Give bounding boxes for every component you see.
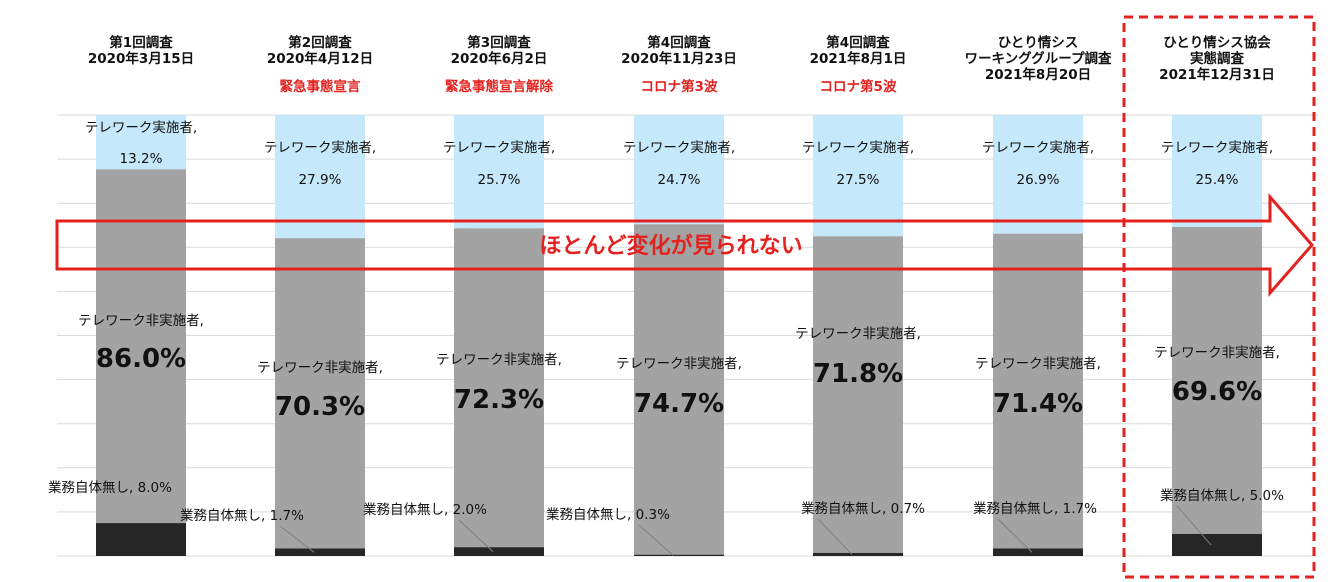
- leader-line: [997, 518, 1033, 553]
- event-label: コロナ第5波: [820, 78, 897, 95]
- label-implemented-prefix: テレワーク実施者,: [85, 120, 197, 136]
- label-implemented-value: 13.2%: [120, 151, 163, 167]
- bar-segment-no-work: [634, 554, 724, 556]
- bar-segment-telework-not-implemented: [634, 224, 724, 555]
- label-not-implemented-value: 86.0%: [96, 344, 186, 374]
- header-line: ひとり情シス: [998, 34, 1079, 51]
- label-not-implemented-prefix: テレワーク非実施者,: [257, 360, 383, 376]
- label-no-work: 業務自体無し, 0.3%: [546, 507, 670, 523]
- header-line: 2021年12月31日: [1159, 66, 1275, 83]
- bar-segment-no-work: [813, 552, 903, 556]
- label-implemented-prefix: テレワーク実施者,: [982, 140, 1094, 156]
- label-not-implemented-value: 72.3%: [454, 385, 544, 415]
- label-implemented-value: 26.9%: [1017, 172, 1060, 188]
- label-not-implemented-prefix: テレワーク非実施者,: [78, 313, 204, 329]
- event-label: 緊急事態宣言解除: [445, 78, 553, 95]
- label-no-work: 業務自体無し, 0.7%: [801, 501, 925, 517]
- label-implemented-prefix: テレワーク実施者,: [443, 140, 555, 156]
- header-line: 第3回調査: [467, 34, 531, 51]
- label-implemented-prefix: テレワーク実施者,: [802, 140, 914, 156]
- label-implemented-prefix: テレワーク実施者,: [623, 140, 735, 156]
- label-no-work: 業務自体無し, 2.0%: [363, 502, 487, 518]
- bar-segment-no-work: [275, 548, 365, 556]
- label-no-work: 業務自体無し, 1.7%: [973, 501, 1097, 517]
- label-no-work: 業務自体無し, 5.0%: [1160, 488, 1284, 504]
- bar-segment-telework-implemented: [813, 115, 903, 237]
- header-line: ひとり情シス協会: [1163, 34, 1271, 51]
- label-not-implemented-value: 74.7%: [634, 389, 724, 419]
- bar-segment-telework-implemented: [993, 115, 1083, 234]
- label-not-implemented-prefix: テレワーク非実施者,: [616, 356, 742, 372]
- bar-segment-telework-not-implemented: [454, 228, 544, 548]
- event-label: コロナ第3波: [641, 78, 718, 95]
- label-not-implemented-value: 71.8%: [813, 359, 903, 389]
- label-not-implemented-prefix: テレワーク非実施者,: [975, 356, 1101, 372]
- leader-line: [638, 524, 674, 556]
- leader-lines: [279, 505, 1212, 556]
- label-implemented-value: 27.5%: [837, 172, 880, 188]
- event-label: 緊急事態宣言: [280, 78, 361, 95]
- header-line: 第4回調査: [826, 34, 890, 51]
- header-line: 実態調査: [1190, 50, 1244, 67]
- bar-segment-telework-implemented: [96, 115, 186, 170]
- label-not-implemented-value: 71.4%: [993, 389, 1083, 419]
- bar-segment-telework-not-implemented: [96, 169, 186, 524]
- label-implemented-prefix: テレワーク実施者,: [1161, 140, 1273, 156]
- trend-arrow: ほとんど変化が見られない: [55, 193, 1314, 297]
- trend-annotation: ほとんど変化が見られない: [539, 233, 802, 259]
- bar-segment-telework-implemented: [454, 115, 544, 229]
- label-implemented-prefix: テレワーク実施者,: [264, 140, 376, 156]
- highlight-box: [1122, 15, 1316, 579]
- label-implemented-value: 24.7%: [658, 172, 701, 188]
- leader-line: [1176, 505, 1212, 546]
- label-no-work: 業務自体無し, 8.0%: [48, 480, 172, 496]
- header-line: ワーキンググループ調査: [964, 50, 1112, 67]
- bar-segment-telework-implemented: [1172, 115, 1262, 228]
- label-no-work: 業務自体無し, 1.7%: [180, 508, 304, 524]
- leader-line: [279, 525, 315, 553]
- bar-segment-telework-not-implemented: [1172, 227, 1262, 534]
- header-line: 2020年4月12日: [267, 50, 373, 67]
- header-line: 第2回調査: [288, 34, 352, 51]
- data-labels: テレワーク実施者, 13.2% テレワーク非実施者, 86.0% 業務自体無し, 8.0…: [48, 120, 1284, 524]
- label-implemented-value: 25.4%: [1196, 172, 1239, 188]
- bar-segment-telework-implemented: [634, 115, 724, 225]
- label-implemented-value: 27.9%: [299, 172, 342, 188]
- bar-segment-no-work: [1172, 533, 1262, 556]
- label-not-implemented-value: 69.6%: [1172, 377, 1262, 407]
- bar-segment-telework-not-implemented: [275, 238, 365, 549]
- header-line: 第4回調査: [647, 34, 711, 51]
- header-line: 2021年8月1日: [810, 50, 907, 67]
- bar-segment-telework-not-implemented: [813, 236, 903, 553]
- header-line: 2021年8月20日: [985, 66, 1091, 83]
- label-not-implemented-prefix: テレワーク非実施者,: [436, 352, 562, 368]
- bar-segment-no-work: [993, 548, 1083, 556]
- bar-segment-telework-not-implemented: [993, 233, 1083, 549]
- label-not-implemented-prefix: テレワーク非実施者,: [795, 326, 921, 342]
- header-line: 第1回調査: [109, 34, 173, 51]
- bars: [96, 115, 1262, 556]
- header-line: 2020年3月15日: [88, 50, 194, 67]
- label-implemented-value: 25.7%: [478, 172, 521, 188]
- header-line: 2020年11月23日: [621, 50, 737, 67]
- label-not-implemented-value: 70.3%: [275, 392, 365, 422]
- leader-line: [817, 518, 853, 555]
- label-not-implemented-prefix: テレワーク非実施者,: [1154, 345, 1280, 361]
- bar-segment-no-work: [454, 547, 544, 556]
- leader-line: [458, 519, 494, 552]
- bar-segment-telework-implemented: [275, 115, 365, 239]
- trend-arrow-shape: [55, 193, 1314, 297]
- bar-segment-no-work: [96, 523, 186, 556]
- header-line: 2020年6月2日: [451, 50, 548, 67]
